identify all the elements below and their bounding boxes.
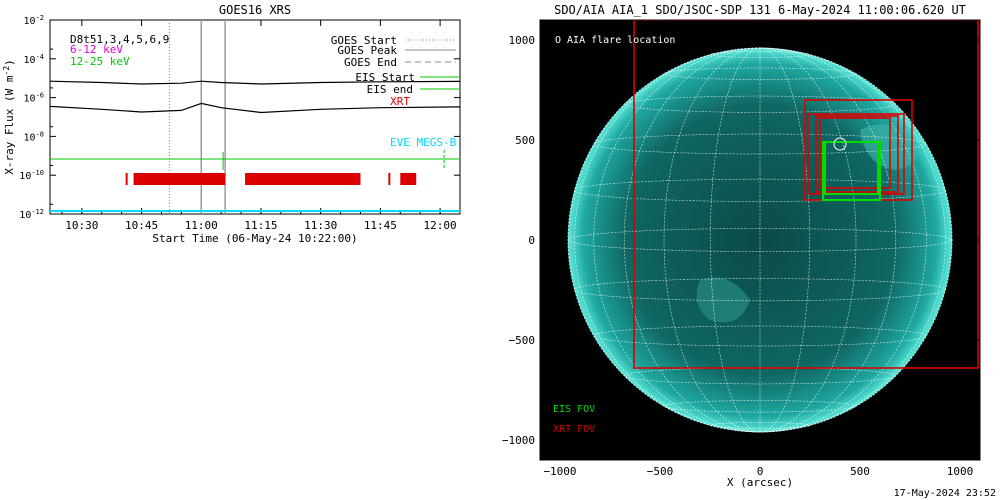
latitude-line [593,133,927,155]
solar-disk [568,48,952,432]
y-tick-label: 10-2 [24,14,44,27]
x-tick-label: 11:45 [364,219,397,232]
legend-eis-start: EIS Start [355,71,415,84]
goes-ylabel: X-ray Flux (W m-2) [2,59,16,175]
y-tick-exponent: -6 [36,92,44,100]
aia-x-tick-label: 500 [850,465,870,478]
x-tick-label: 10:45 [125,219,158,232]
goes-title: GOES16 XRS [219,3,291,17]
y-tick-exponent: -2 [36,14,44,22]
limb-line [567,47,953,433]
aia-panel: SDO/AIA AIA_1 SDO/JSOC-SDP 131 6-May-202… [502,3,981,489]
heliographic-grid [567,47,953,433]
x-tick-label: 11:00 [185,219,218,232]
x-tick-label: 11:15 [244,219,277,232]
longitude-line [759,47,927,433]
longitude-line [623,47,761,433]
y-tick-base: 10 [19,210,31,221]
y-tick-label: 10-4 [24,53,44,66]
longitude-line [759,47,857,433]
eis-fov-label: EIS FOV [553,404,595,415]
legend-xrt: XRT [390,95,410,108]
y-tick-label: 10-12 [19,208,44,221]
channel-label: D8t51,3,4,5,6,9 [70,33,169,46]
aia-title: SDO/AIA AIA_1 SDO/JSOC-SDP 131 6-May-202… [554,3,966,17]
y-tick-exponent: -8 [36,130,44,138]
goes-series-line [49,102,461,114]
xrt-fov-box [815,115,899,193]
goes-series-line [49,80,461,85]
y-tick-label: 10-6 [24,92,44,105]
aia-y-tick-label: −500 [509,334,536,347]
xrt-fov-box [819,117,891,189]
band-low-label: 6-12 keV [70,43,123,56]
aia-x-axis: −1000 −500 0 500 1000 [543,20,973,478]
eis-fov-boxes [822,141,881,201]
legend-goes-start: GOES Start [331,34,397,47]
longitude-line [593,47,761,433]
legend-eis-end: EIS end [367,83,413,96]
goes-plot-frame [49,19,461,215]
longitude-line [663,47,761,433]
goes-ylabel-sup: -2 [2,66,11,76]
y-tick-base: 10 [24,94,36,105]
legend-goes-peak: GOES Peak [337,44,397,57]
y-tick-base: 10 [19,171,31,182]
eis-fov-box [824,141,879,195]
y-tick-exponent: -4 [36,53,44,61]
aia-y-axis: 1000 500 0 −500 −1000 [502,34,980,447]
xrt-fov-label: XRT FOV [553,424,595,435]
y-tick-base: 10 [24,55,36,66]
aia-x-tick-label: −500 [647,465,674,478]
goes-series [49,80,461,114]
x-tick-label: 11:30 [304,219,337,232]
y-tick-exponent: -10 [31,169,44,177]
bright-region-south-west [696,277,750,323]
aia-flare-label: O AIA flare location [555,35,675,46]
goes-ylabel-main: X-ray Flux (W m [3,75,16,175]
xrt-observation-bar [133,173,226,185]
longitude-line [710,47,761,433]
xrt-observation-bar [125,173,128,185]
legend-goes-end: GOES End [344,56,397,69]
aia-x-tick-label: −1000 [543,465,576,478]
y-tick-base: 10 [24,132,36,143]
aia-x-tick-label: 0 [757,465,764,478]
aia-flare-location-circle [833,137,847,151]
y-tick-label: 10-10 [19,169,44,182]
y-tick-exponent: -12 [31,208,44,216]
aia-y-tick-label: −1000 [502,434,535,447]
y-tick-base: 10 [24,16,36,27]
x-tick-label: 10:30 [65,219,98,232]
band-high-label: 12-25 keV [70,55,130,68]
aia-y-tick-label: 0 [528,234,535,247]
footer-timestamp: 17-May-2024 23:52 [894,488,996,499]
xrt-observation-bar [245,173,361,185]
longitude-line [759,47,897,433]
longitude-line [759,47,810,433]
legend-eve: EVE MEGS-B [390,136,457,149]
goes-xlabel: Start Time (06-May-24 10:22:00) [152,232,357,245]
bright-region-north-east [860,124,918,170]
goes-ylabel-close: ) [3,59,16,66]
xrt-observation-bar [400,173,417,185]
x-tick-label: 12:00 [424,219,457,232]
y-tick-label: 10-8 [24,130,44,143]
aia-y-tick-label: 500 [515,134,535,147]
xrt-observation-bars [125,173,417,185]
xrt-fov-box [633,20,979,369]
aia-xlabel: X (arcsec) [727,476,793,489]
xrt-observation-bar [388,173,391,185]
aia-x-tick-label: 1000 [947,465,974,478]
aia-y-tick-label: 1000 [509,34,536,47]
